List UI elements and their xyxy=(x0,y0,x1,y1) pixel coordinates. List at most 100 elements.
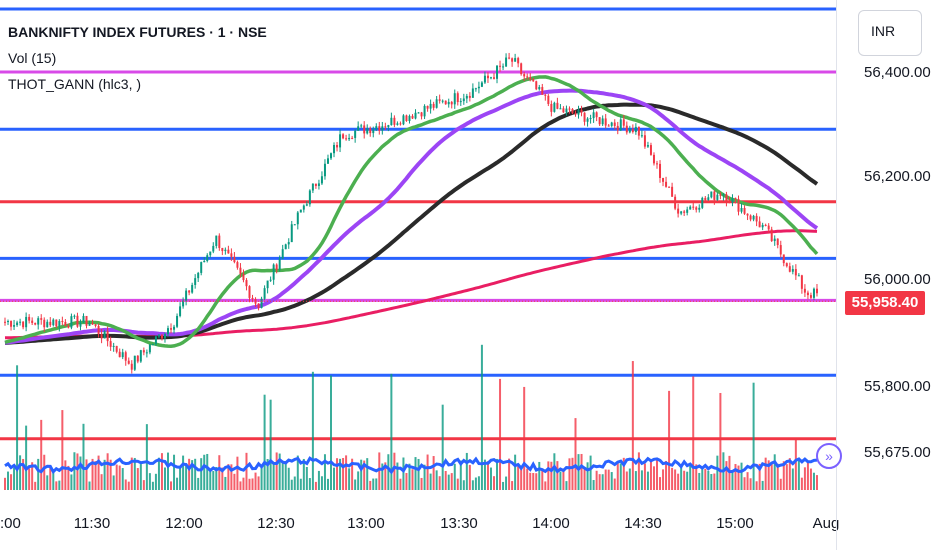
volume-bar xyxy=(767,460,770,490)
candle-body xyxy=(336,145,339,148)
volume-bar xyxy=(55,481,58,490)
volume-bar xyxy=(725,461,728,490)
x-tick-label: 12:30 xyxy=(257,515,295,532)
volume-indicator-label[interactable]: Vol (15) xyxy=(8,50,57,66)
volume-bar xyxy=(508,458,511,490)
candle-body xyxy=(390,117,393,126)
gann-indicator-label[interactable]: THOT_GANN (hlc3, ) xyxy=(8,76,142,92)
candle-body xyxy=(396,123,399,125)
volume-bar xyxy=(293,476,296,490)
candle-body xyxy=(496,65,499,79)
candle-body xyxy=(785,263,788,267)
volume-bar xyxy=(502,481,505,490)
volume-bar xyxy=(526,468,529,490)
candle-body xyxy=(311,183,314,191)
volume-bar xyxy=(91,458,94,490)
candle-body xyxy=(40,318,43,320)
volume-bar xyxy=(752,382,755,490)
volume-bar xyxy=(28,468,31,490)
volume-bar xyxy=(740,462,743,490)
volume-bar xyxy=(414,457,417,490)
candle-body xyxy=(79,322,82,327)
volume-bar xyxy=(441,404,444,490)
candle-body xyxy=(257,303,260,308)
candle-body xyxy=(200,262,203,273)
volume-bar xyxy=(704,468,707,490)
candle-body xyxy=(281,249,284,259)
volume-bar xyxy=(173,454,176,490)
candle-body xyxy=(82,315,85,323)
candle-body xyxy=(342,134,345,139)
candle-body xyxy=(541,87,544,95)
candle-body xyxy=(680,211,683,214)
volume-bar xyxy=(652,466,655,490)
volume-bar xyxy=(468,464,471,490)
candle-body xyxy=(728,201,731,203)
candle-body xyxy=(435,99,438,108)
volume-bar xyxy=(145,424,148,490)
candle-body xyxy=(505,57,508,67)
candle-body xyxy=(34,322,37,325)
candle-body xyxy=(236,262,239,268)
price-axis[interactable] xyxy=(836,0,932,550)
candle-body xyxy=(182,300,185,307)
volume-bar xyxy=(637,452,640,490)
go-to-realtime-button[interactable]: » xyxy=(816,443,842,469)
volume-bar xyxy=(61,410,64,490)
currency-selector[interactable]: INR xyxy=(858,10,922,56)
candle-body xyxy=(130,363,133,370)
candle-body xyxy=(115,345,118,352)
candle-body xyxy=(707,197,710,200)
volume-bar xyxy=(339,458,342,490)
candle-body xyxy=(302,205,305,210)
candle-body xyxy=(206,255,209,261)
volume-bar xyxy=(121,468,124,490)
volume-bar xyxy=(281,460,284,490)
volume-bar xyxy=(562,468,565,490)
candle-body xyxy=(589,118,592,120)
volume-bar xyxy=(553,453,556,490)
y-tick-label: 56,400.00 xyxy=(864,64,931,81)
volume-bar xyxy=(251,478,254,490)
volume-bar xyxy=(115,464,118,490)
volume-bar xyxy=(716,455,719,490)
candle-body xyxy=(794,269,797,276)
volume-bar xyxy=(106,453,109,490)
candle-body xyxy=(49,321,52,326)
volume-bar xyxy=(200,458,203,490)
volume-bar xyxy=(342,458,345,490)
candle-body xyxy=(260,298,263,308)
volume-bar xyxy=(514,454,517,490)
candle-body xyxy=(88,323,91,326)
volume-bar xyxy=(212,471,215,490)
volume-bar xyxy=(170,481,173,490)
candle-body xyxy=(704,197,707,200)
symbol-title[interactable]: BANKNIFTY INDEX FUTURES · 1 · NSE xyxy=(8,24,267,40)
candle-body xyxy=(369,128,372,134)
candle-body xyxy=(616,125,619,131)
volume-bar xyxy=(480,344,483,490)
candle-body xyxy=(652,154,655,164)
candle-body xyxy=(737,198,740,212)
volume-bar xyxy=(710,474,713,490)
candle-body xyxy=(743,207,746,214)
candle-body xyxy=(526,76,529,78)
volume-bar xyxy=(791,468,794,490)
volume-bar xyxy=(622,457,625,490)
candle-body xyxy=(287,242,290,245)
volume-bar xyxy=(323,454,326,490)
candle-body xyxy=(97,325,100,335)
candle-body xyxy=(58,321,61,327)
x-tick-label: 12:00 xyxy=(165,515,203,532)
volume-bar xyxy=(607,469,610,490)
candle-body xyxy=(55,319,58,327)
candle-body xyxy=(686,209,689,213)
candle-body xyxy=(456,93,459,103)
candle-body xyxy=(643,135,646,147)
candle-body xyxy=(565,108,568,113)
volume-bar xyxy=(761,480,764,490)
volume-bar xyxy=(589,455,592,490)
volume-bar xyxy=(586,462,589,490)
